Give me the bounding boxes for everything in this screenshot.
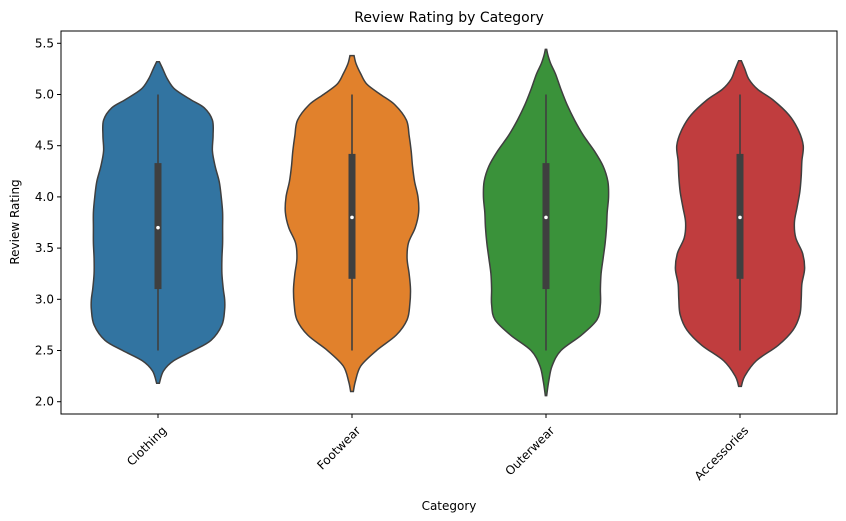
y-tick-label: 4.0 — [35, 190, 54, 204]
y-tick-label: 3.5 — [35, 241, 54, 255]
y-axis-title: Review Rating — [8, 179, 22, 264]
median-point-outerwear — [544, 215, 548, 220]
x-tick-label: Outerwear — [502, 423, 557, 478]
violin-group — [90, 48, 806, 397]
median-point-footwear — [350, 215, 354, 220]
plot-frame — [60, 30, 838, 415]
x-tick-label: Clothing — [124, 423, 169, 468]
y-tick-label: 2.5 — [35, 344, 54, 358]
median-point-clothing — [156, 225, 160, 230]
iqr-box-outerwear — [542, 163, 550, 290]
y-tick-label: 5.0 — [35, 87, 54, 101]
x-tick-label: Footwear — [314, 423, 363, 472]
x-axis: Clothing Footwear Outerwear Accessories — [124, 414, 751, 483]
box-group — [154, 94, 744, 351]
chart-title: Review Rating by Category — [354, 10, 544, 26]
y-tick-label: 4.5 — [35, 139, 54, 153]
y-tick-label: 2.0 — [35, 395, 54, 409]
x-axis-title: Category — [422, 499, 477, 513]
x-tick-label: Accessories — [692, 423, 752, 483]
y-axis: 2.0 2.5 3.0 3.5 4.0 4.5 5.0 5.5 — [35, 36, 61, 409]
median-point-accessories — [738, 215, 742, 220]
y-tick-label: 5.5 — [35, 36, 54, 50]
y-tick-label: 3.0 — [35, 292, 54, 306]
